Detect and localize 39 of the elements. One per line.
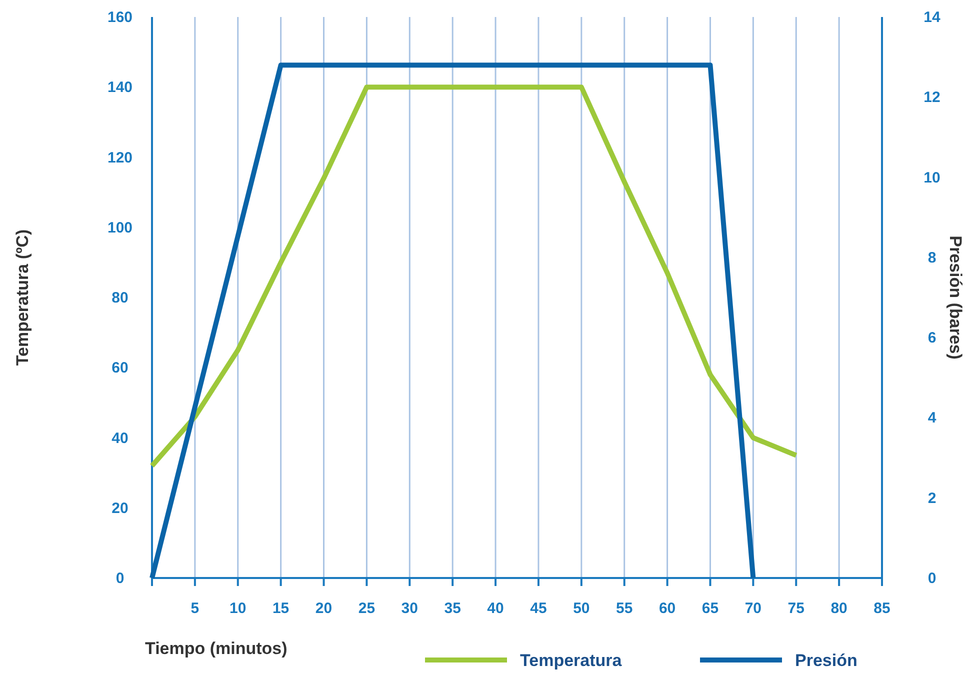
y-tick-label: 40 [112, 430, 128, 447]
x-tick-label: 55 [616, 600, 633, 617]
x-tick-label: 20 [315, 600, 332, 617]
x-tick-label: 45 [530, 600, 547, 617]
y2-tick-label: 12 [924, 89, 940, 106]
x-tick-label: 15 [272, 600, 290, 617]
y2-tick-label: 6 [928, 330, 936, 347]
x-tick-label: 40 [487, 600, 504, 617]
y-tick-label: 80 [112, 290, 128, 306]
y-tick-label: 140 [107, 79, 133, 96]
x-tick-label: 25 [358, 600, 376, 617]
y2-tick-label: 0 [928, 570, 936, 587]
x-tick-label: 10 [230, 600, 246, 617]
x-axis-title: Tiempo (minutos) [145, 639, 288, 658]
y2-tick-label: 14 [924, 9, 941, 26]
y2-tick-label: 10 [924, 169, 940, 186]
y2-tick-label: 8 [928, 249, 936, 266]
x-tick-label: 60 [658, 600, 676, 617]
legend-label: Presión [795, 651, 858, 670]
x-tick-label: 75 [788, 600, 804, 617]
x-tick-label: 50 [573, 600, 590, 617]
y-tick-label: 20 [112, 500, 128, 517]
x-tick-label: 5 [190, 600, 200, 617]
x-tick-label: 65 [702, 600, 719, 617]
x-tick-label: 35 [444, 600, 461, 617]
y-tick-label: 100 [107, 219, 133, 236]
x-tick-label: 80 [830, 600, 848, 617]
y-tick-label: 160 [107, 9, 133, 26]
x-tick-label: 30 [401, 600, 418, 617]
x-tick-label: 70 [744, 600, 762, 617]
y-tick-label: 60 [112, 360, 128, 377]
y2-tick-label: 4 [928, 410, 937, 427]
y-tick-label: 0 [116, 570, 124, 587]
y2-tick-label: 2 [928, 490, 936, 507]
y-axis-title: Temperatura (ºC) [13, 229, 32, 366]
y2-axis-title: Presión (bares) [946, 236, 965, 360]
y-tick-label: 120 [107, 149, 133, 166]
x-tick-label: 85 [874, 600, 890, 617]
legend-label: Temperatura [520, 651, 622, 670]
